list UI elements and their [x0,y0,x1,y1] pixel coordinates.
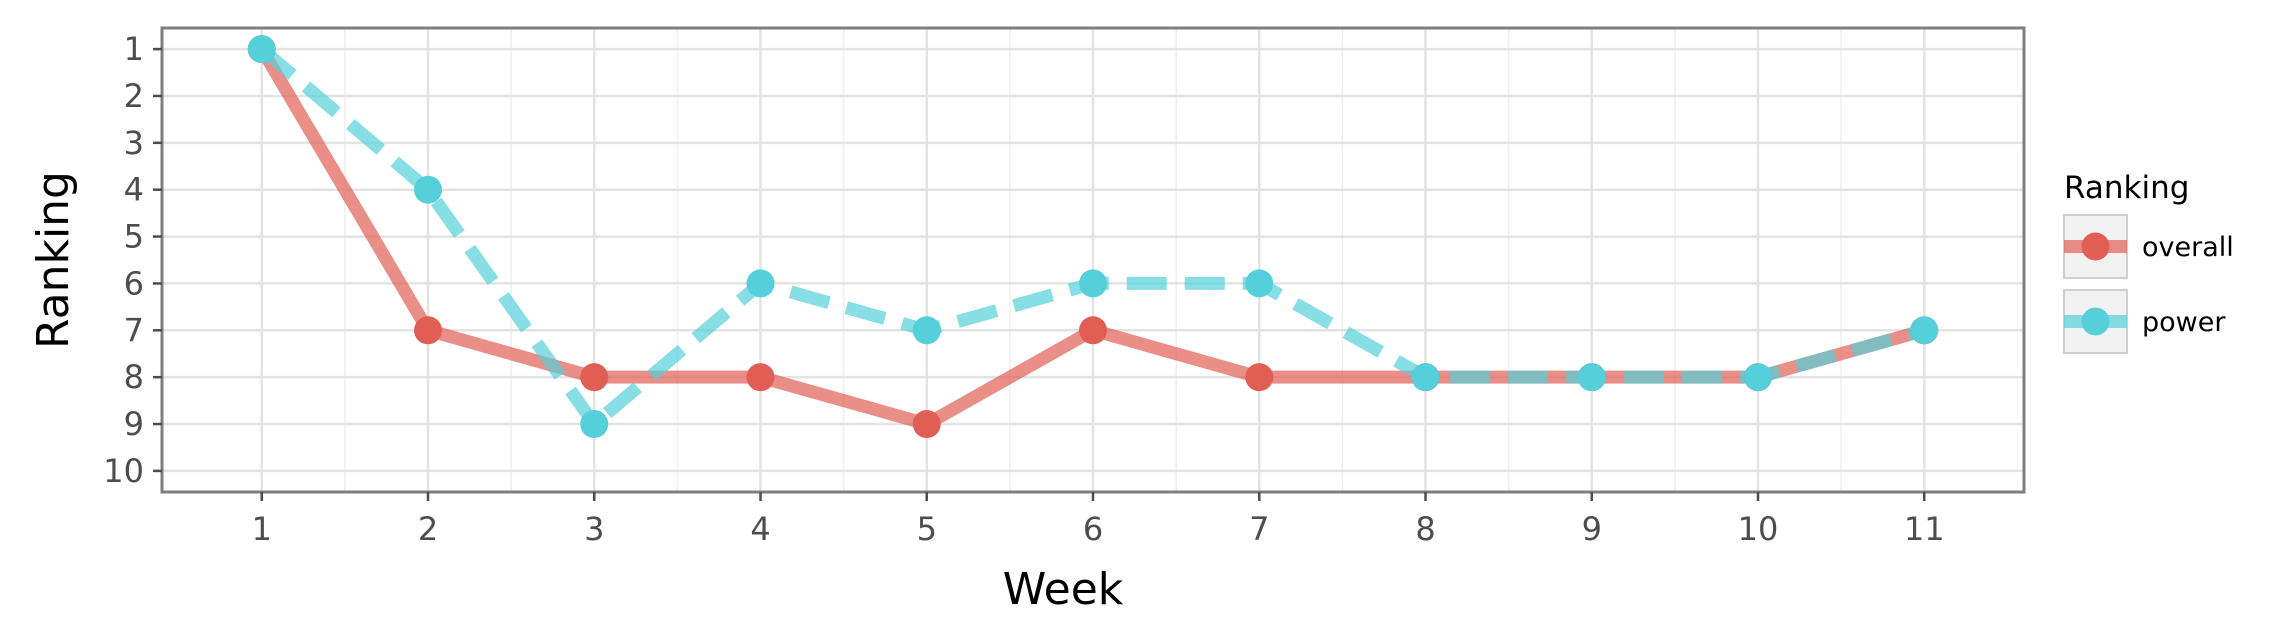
legend-item-power: power [2063,289,2226,354]
x-tick-label: 10 [1738,510,1779,548]
legend-key-point [2081,232,2110,261]
x-tick-label: 3 [584,510,604,548]
y-tick-label: 10 [103,452,144,490]
data-point-power [1910,316,1939,345]
data-point-power [1245,269,1274,298]
y-tick-label: 7 [124,311,144,349]
data-point-overall [414,316,442,345]
y-axis: 1 2 3 4 5 6 7 8 9 10 [103,30,162,490]
legend: Ranking overall power [2063,170,2234,354]
data-point-overall [580,363,609,392]
data-point-power [1744,363,1772,392]
data-point-power [1577,363,1606,392]
y-tick-label: 3 [124,124,144,162]
x-tick-label: 9 [1582,510,1602,548]
legend-title: Ranking [2064,170,2189,206]
y-tick-label: 9 [124,405,144,443]
data-point-overall [746,363,775,392]
x-tick-label: 4 [750,510,770,548]
legend-key-point [2081,307,2110,336]
legend-label: overall [2142,232,2234,263]
x-tick-label: 8 [1415,510,1435,548]
y-tick-label: 5 [124,218,144,256]
x-tick-label: 11 [1904,510,1945,548]
x-axis-title: Week [1003,564,1124,615]
data-point-power [247,35,276,64]
data-point-overall [1245,363,1274,392]
data-point-power [580,410,609,439]
x-axis: 1 2 3 4 5 6 7 8 9 10 11 [252,492,1945,548]
x-tick-label: 6 [1083,510,1103,548]
y-tick-label: 6 [124,264,144,302]
data-point-power [1079,269,1107,298]
y-tick-label: 8 [124,358,144,396]
data-point-overall [912,410,941,439]
data-point-overall [1079,316,1107,345]
data-point-power [1411,363,1440,392]
y-tick-label: 2 [124,77,144,115]
y-tick-label: 1 [124,30,144,68]
legend-item-overall: overall [2063,214,2234,279]
x-tick-label: 2 [418,510,438,548]
legend-label: power [2142,307,2226,338]
y-axis-title: Ranking [28,171,79,349]
x-tick-label: 5 [917,510,937,548]
data-point-power [746,269,775,298]
data-point-power [414,175,442,204]
data-point-power [912,316,941,345]
x-tick-label: 1 [252,510,272,548]
series-points [247,35,1939,439]
x-tick-label: 7 [1249,510,1269,548]
y-tick-label: 4 [124,171,144,209]
